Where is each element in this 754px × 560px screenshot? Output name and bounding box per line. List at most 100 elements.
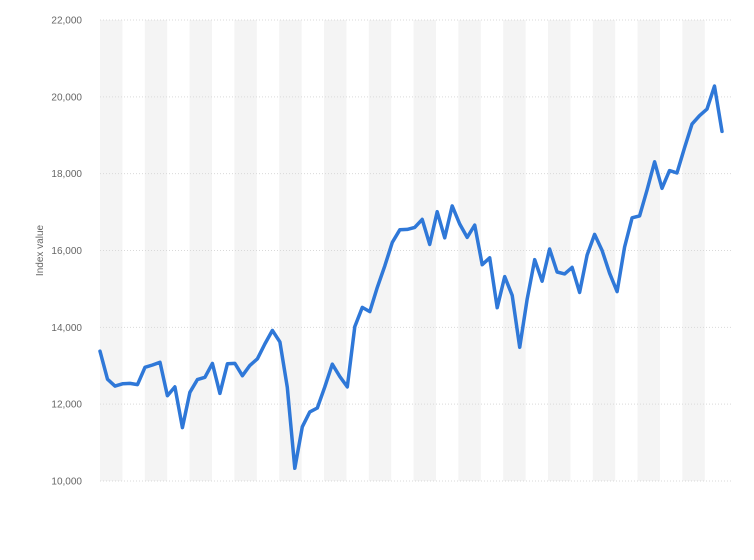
data-point[interactable] bbox=[113, 384, 117, 388]
data-point[interactable] bbox=[143, 365, 147, 369]
data-point[interactable] bbox=[105, 377, 109, 381]
data-point[interactable] bbox=[518, 345, 522, 349]
data-point[interactable] bbox=[465, 235, 469, 239]
data-point[interactable] bbox=[525, 297, 529, 301]
data-point[interactable] bbox=[630, 216, 634, 220]
data-point[interactable] bbox=[338, 375, 342, 379]
data-point[interactable] bbox=[360, 305, 364, 309]
data-point[interactable] bbox=[315, 406, 319, 410]
data-point[interactable] bbox=[263, 342, 267, 346]
data-point[interactable] bbox=[330, 362, 334, 366]
data-point[interactable] bbox=[180, 426, 184, 430]
y-tick-label: 22,000 bbox=[51, 16, 82, 27]
data-point[interactable] bbox=[398, 228, 402, 232]
data-point[interactable] bbox=[383, 264, 387, 268]
data-point[interactable] bbox=[413, 225, 417, 229]
data-point[interactable] bbox=[428, 242, 432, 246]
background-band bbox=[324, 20, 347, 481]
data-point[interactable] bbox=[203, 375, 207, 379]
data-point[interactable] bbox=[128, 381, 132, 385]
data-point[interactable] bbox=[705, 107, 709, 111]
data-point[interactable] bbox=[495, 306, 499, 310]
data-point[interactable] bbox=[690, 122, 694, 126]
series-group bbox=[98, 84, 724, 471]
data-point[interactable] bbox=[638, 214, 642, 218]
data-point[interactable] bbox=[668, 169, 672, 173]
data-point[interactable] bbox=[248, 363, 252, 367]
data-point[interactable] bbox=[195, 378, 199, 382]
data-point[interactable] bbox=[405, 227, 409, 231]
data-point[interactable] bbox=[278, 340, 282, 344]
background-band bbox=[189, 20, 212, 481]
data-point[interactable] bbox=[308, 410, 312, 414]
data-point[interactable] bbox=[255, 357, 259, 361]
data-point[interactable] bbox=[510, 293, 514, 297]
data-point[interactable] bbox=[173, 385, 177, 389]
data-point[interactable] bbox=[645, 188, 649, 192]
data-point[interactable] bbox=[585, 253, 589, 257]
data-point[interactable] bbox=[600, 249, 604, 253]
background-band bbox=[637, 20, 660, 481]
data-point[interactable] bbox=[480, 263, 484, 267]
y-tick-label: 18,000 bbox=[51, 169, 82, 180]
y-tick-label: 20,000 bbox=[51, 92, 82, 103]
data-point[interactable] bbox=[608, 271, 612, 275]
data-point[interactable] bbox=[458, 222, 462, 226]
data-point[interactable] bbox=[368, 310, 372, 314]
series-line bbox=[98, 84, 724, 471]
data-point[interactable] bbox=[218, 391, 222, 395]
data-point[interactable] bbox=[675, 171, 679, 175]
data-point[interactable] bbox=[720, 129, 724, 133]
data-point[interactable] bbox=[165, 394, 169, 398]
data-point[interactable] bbox=[615, 290, 619, 294]
y-tick-label: 10,000 bbox=[51, 477, 82, 488]
data-point[interactable] bbox=[225, 362, 229, 366]
y-axis-ticks: 10,000 12,000 14,000 16,000 18,000 20,000 22,0… bbox=[51, 16, 82, 488]
data-point[interactable] bbox=[683, 146, 687, 150]
data-point[interactable] bbox=[570, 265, 574, 269]
y-axis-title: Index value bbox=[35, 224, 46, 276]
data-point[interactable] bbox=[285, 385, 289, 389]
data-point[interactable] bbox=[420, 217, 424, 221]
data-point[interactable] bbox=[345, 385, 349, 389]
data-point[interactable] bbox=[98, 349, 102, 353]
data-point[interactable] bbox=[390, 240, 394, 244]
data-point[interactable] bbox=[435, 210, 439, 214]
data-point[interactable] bbox=[660, 186, 664, 190]
data-point[interactable] bbox=[300, 425, 304, 429]
data-point[interactable] bbox=[555, 270, 559, 274]
data-point[interactable] bbox=[233, 361, 237, 365]
data-point[interactable] bbox=[150, 363, 154, 367]
data-point[interactable] bbox=[210, 361, 214, 365]
data-point[interactable] bbox=[293, 466, 297, 470]
data-point[interactable] bbox=[653, 160, 657, 164]
data-point[interactable] bbox=[713, 84, 717, 88]
data-point[interactable] bbox=[540, 279, 544, 283]
data-point[interactable] bbox=[188, 390, 192, 394]
data-point[interactable] bbox=[120, 382, 124, 386]
data-point[interactable] bbox=[323, 385, 327, 389]
data-point[interactable] bbox=[135, 383, 139, 387]
data-point[interactable] bbox=[270, 328, 274, 332]
data-point[interactable] bbox=[443, 236, 447, 240]
y-tick-label: 12,000 bbox=[51, 400, 82, 411]
data-point[interactable] bbox=[533, 258, 537, 262]
data-point[interactable] bbox=[473, 223, 477, 227]
data-point[interactable] bbox=[563, 272, 567, 276]
data-point[interactable] bbox=[578, 290, 582, 294]
data-point[interactable] bbox=[375, 285, 379, 289]
data-point[interactable] bbox=[240, 374, 244, 378]
data-point[interactable] bbox=[593, 232, 597, 236]
gridlines bbox=[100, 19, 732, 482]
data-point[interactable] bbox=[548, 247, 552, 251]
data-point[interactable] bbox=[503, 275, 507, 279]
data-point[interactable] bbox=[488, 256, 492, 260]
data-point[interactable] bbox=[698, 114, 702, 118]
data-point[interactable] bbox=[623, 245, 627, 249]
data-point[interactable] bbox=[158, 360, 162, 364]
data-point[interactable] bbox=[353, 325, 357, 329]
y-tick-label: 14,000 bbox=[51, 323, 82, 334]
data-point[interactable] bbox=[450, 204, 454, 208]
